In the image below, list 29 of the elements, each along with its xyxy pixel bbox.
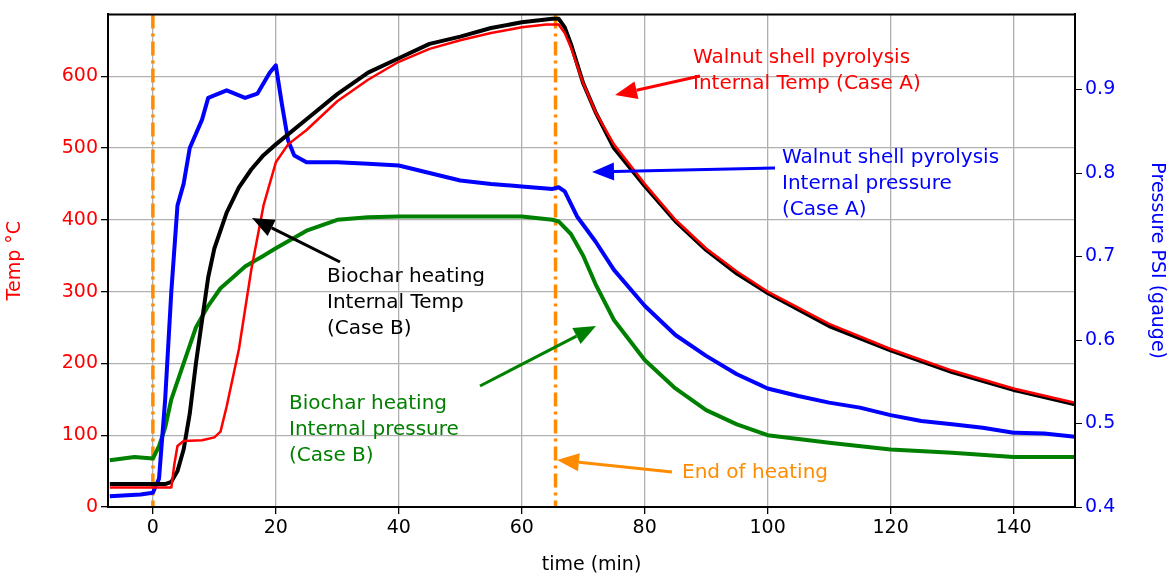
- y-tick-label: 0: [85, 493, 98, 516]
- x-tick-label: 0: [146, 515, 159, 538]
- y-tick-label: 100: [61, 422, 98, 445]
- y-tick-label: 400: [61, 206, 98, 229]
- y-tick-label: 200: [61, 350, 98, 373]
- y-axis-title: Temp °C: [2, 220, 25, 302]
- y-tick-label: 600: [61, 63, 98, 86]
- y2-axis-title: Pressure PSI (gauge): [1147, 162, 1170, 360]
- annotation: Biochar heating Internal pressure (Case B): [289, 390, 459, 467]
- x-tick-label: 120: [872, 515, 909, 538]
- x-tick-label: 20: [263, 515, 288, 538]
- y2-tick-label: 0.6: [1085, 326, 1116, 349]
- y2-tick-label: 0.5: [1085, 410, 1116, 433]
- x-tick-label: 60: [509, 515, 534, 538]
- x-tick-label: 140: [995, 515, 1032, 538]
- annotation: Walnut shell pyrolysis Internal Temp (Case A): [693, 44, 921, 95]
- x-tick-label: 80: [632, 515, 657, 538]
- annotation: Walnut shell pyrolysis Internal pressure (Case A): [782, 144, 1000, 221]
- y2-tick-label: 0.4: [1085, 493, 1116, 516]
- x-tick-label: 40: [386, 515, 411, 538]
- y2-tick-label: 0.7: [1085, 243, 1116, 266]
- y-tick-label: 500: [61, 134, 98, 157]
- annotation: Biochar heating Internal Temp (Case B): [327, 263, 486, 340]
- annotation: End of heating: [682, 459, 829, 484]
- y-tick-label: 300: [61, 278, 98, 301]
- y2-tick-label: 0.8: [1085, 159, 1116, 182]
- y2-tick-label: 0.9: [1085, 76, 1116, 99]
- x-axis-title: time (min): [541, 551, 642, 574]
- x-tick-label: 100: [749, 515, 786, 538]
